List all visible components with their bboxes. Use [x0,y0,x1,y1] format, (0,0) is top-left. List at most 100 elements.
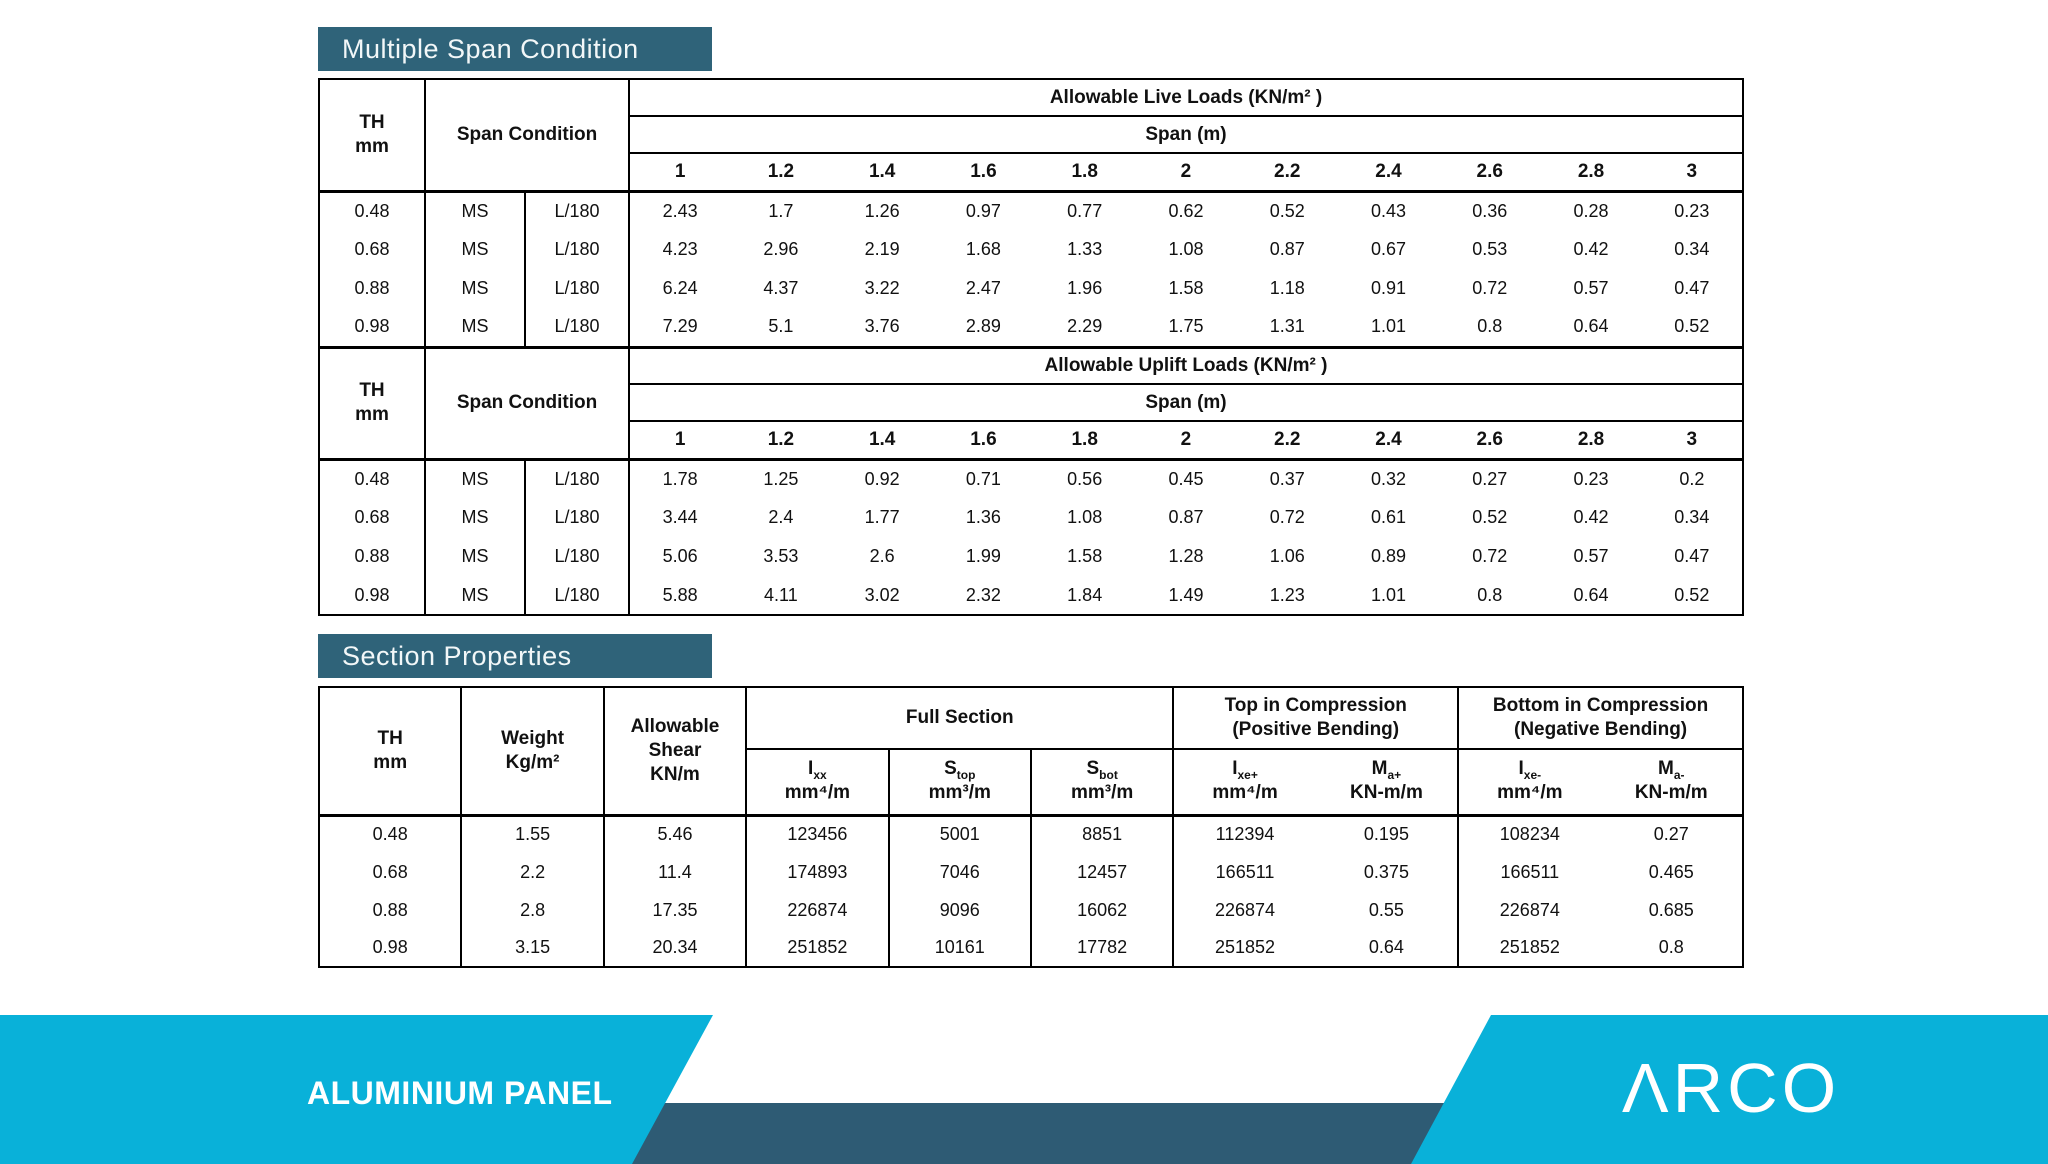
bottom-compression-group-header: Bottom in Compression (Negative Bending) [1458,687,1743,750]
cell-sbot: 17782 [1030,929,1175,967]
cell: 0.34 [1674,239,1710,259]
cell-weight: 2.8 [461,891,605,929]
cell: 0.2 [1679,468,1705,489]
cell: 0.91 [1370,278,1407,298]
span-value-header: 2.8 [1540,421,1642,461]
table-row: 0.88 2.8 17.35 226874 9096 16062 226874 … [319,891,1743,929]
cell-sbot: 16062 [1030,891,1175,929]
uplift-loads-header: TH mm Span Condition Allowable Uplift Lo… [319,345,1743,461]
product-label: ALUMINIUM PANEL [307,1075,613,1111]
cell-span-condition: MS [425,230,526,269]
cell: 0.23 [1674,200,1710,221]
cell: 2.6 [869,546,895,566]
cell-th: 0.68 [319,498,426,537]
cell: 1.01 [1370,316,1407,337]
cell: 0.77 [1067,200,1103,221]
cell-ixe-neg: 226874 [1499,899,1560,920]
live-loads-title: Allowable Live Loads (KN/m² ) [629,79,1743,117]
cell: 0.42 [1573,507,1609,527]
cell-span-condition: MS [425,537,526,576]
cell-deflection-limit: L/180 [525,498,630,537]
cell: 7.29 [662,316,698,337]
span-condition-header: Span Condition [425,79,630,193]
cell: 0.34 [1674,507,1710,527]
cell: 1.68 [965,239,1001,259]
weight-column-header: Weight Kg/m² [461,687,605,817]
cell-deflection-limit: L/180 [525,191,630,230]
cell: 0.8 [1477,316,1503,337]
cell: 0.72 [1269,507,1305,527]
ma-neg-column-header: Ma- KN-m/m [1600,749,1743,817]
cell-th: 0.98 [319,308,426,347]
cell-span-condition: MS [425,498,526,537]
cell: 0.36 [1472,200,1508,221]
cell: 0.52 [1269,200,1305,221]
span-value-header: 1.6 [932,421,1035,461]
cell: 0.8 [1477,584,1503,605]
cell: 1.28 [1168,546,1204,566]
cell-ixx: 174893 [746,853,890,891]
cell-th: 0.88 [319,891,463,929]
span-value-header: 2.8 [1540,153,1642,193]
cell-ixe-neg: 251852 [1499,937,1560,957]
stop-column-header: Stop mm³/m [888,749,1032,817]
cell: 2.19 [864,239,900,259]
cell: 1.49 [1168,584,1204,605]
span-value-header: 1.2 [730,153,832,193]
span-value-header: 1 [629,421,731,461]
section-properties-header: TH mm Weight Kg/m² Allowable Shear KN/m … [319,687,1743,817]
cell-shear: 5.46 [603,815,748,853]
table-row: 0.88 MS L/180 6.24 4.37 3.22 2.47 1.96 1… [319,269,1743,308]
cell-ixe-pos: 251852 [1215,937,1276,957]
span-m-header: Span (m) [629,116,1743,154]
cell: 0.37 [1269,468,1305,489]
cell: 3.44 [662,507,698,527]
cell-ixx: 251852 [746,929,890,967]
footer-cyan-ribbon-right: ΛRCO [1411,1015,2048,1164]
cell: 0.61 [1370,507,1407,527]
span-value-header: 1.2 [730,421,832,461]
cell-stop: 7046 [888,853,1032,891]
live-loads-body: 0.48 MS L/180 2.43 1.7 1.26 0.97 0.77 0.… [319,191,1743,347]
cell-ma-neg: 0.8 [1658,937,1684,957]
ixx-column-header: Ixx mm⁴/m [746,749,890,817]
cell: 0.43 [1370,200,1407,221]
cell-shear: 17.35 [603,891,748,929]
cell: 0.28 [1573,200,1609,221]
cell-ixe-neg: 108234 [1499,824,1560,845]
cell-span-condition: MS [425,459,526,498]
cell-stop: 10161 [888,929,1032,967]
span-value-header: 2.6 [1439,153,1541,193]
cell: 0.52 [1674,584,1710,605]
cell: 2.89 [965,316,1001,337]
shear-column-header: Allowable Shear KN/m [603,687,748,817]
span-values-row: 1 1.2 1.4 1.6 1.8 2 2.2 2.4 2.6 2.8 3 [319,421,1743,461]
cell-ixx: 226874 [746,891,890,929]
table-row: 0.68 2.2 11.4 174893 7046 12457 166511 0… [319,853,1743,891]
cell: 0.32 [1370,468,1407,489]
span-value-header: 1.6 [932,153,1035,193]
table-row: 0.88 MS L/180 5.06 3.53 2.6 1.99 1.58 1.… [319,537,1743,576]
cell-th: 0.48 [319,191,426,230]
cell: 0.57 [1573,278,1609,298]
cell-span-condition: MS [425,191,526,230]
cell: 1.58 [1067,546,1103,566]
cell-th: 0.48 [319,815,463,853]
cell-deflection-limit: L/180 [525,230,630,269]
cell: 0.47 [1674,546,1710,566]
cell: 0.62 [1168,200,1204,221]
cell-ixe-pos: 226874 [1215,899,1276,920]
footer-cyan-ribbon-left: ALUMINIUM PANEL [0,1015,713,1164]
span-value-header: 3 [1641,153,1743,193]
cell: 1.36 [965,507,1001,527]
cell: 0.52 [1674,316,1710,337]
cell: 1.31 [1269,316,1305,337]
cell-sbot: 8851 [1030,815,1175,853]
table-row: 0.68 MS L/180 3.44 2.4 1.77 1.36 1.08 0.… [319,498,1743,537]
cell-ma-neg: 0.685 [1648,899,1694,920]
span-value-header: 2.2 [1236,153,1338,193]
span-value-header: 2.6 [1439,421,1541,461]
span-condition-header: Span Condition [425,345,630,461]
table-row: 0.48 1.55 5.46 123456 5001 8851 112394 0… [319,815,1743,853]
cell: 2.47 [965,278,1001,298]
